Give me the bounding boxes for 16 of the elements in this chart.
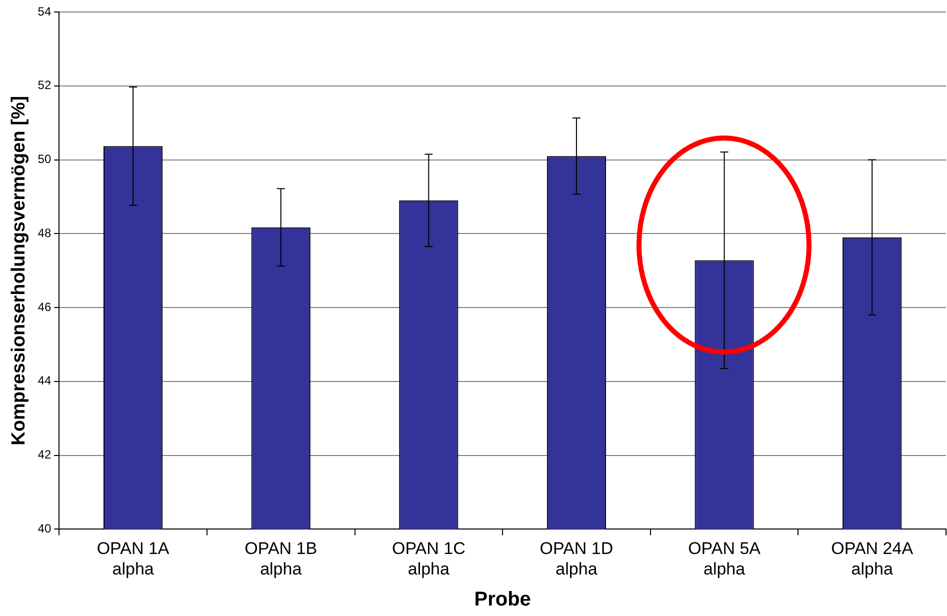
y-tick-label: 54: [38, 4, 52, 18]
y-tick-label: 40: [38, 522, 52, 536]
x-tick-label: OPAN 5A alpha: [688, 539, 762, 578]
x-tick-label: OPAN 1B alpha: [244, 539, 318, 578]
y-tick-label: 44: [38, 374, 52, 388]
y-tick-label: 46: [38, 300, 52, 314]
x-axis-title: Probe: [474, 588, 531, 611]
x-tick-label: OPAN 24A alpha: [831, 539, 914, 578]
x-tick-label: OPAN 1A alpha: [96, 539, 170, 578]
x-tick-label: OPAN 1D alpha: [540, 539, 614, 578]
y-tick-label: 50: [38, 152, 52, 166]
y-tick-label: 52: [38, 78, 52, 92]
x-tick-label: OPAN 1C alpha: [392, 539, 466, 578]
y-axis-title: Kompressionserholungsvermögen [%]: [8, 96, 30, 446]
y-tick-label: 48: [38, 226, 52, 240]
y-tick-label: 42: [38, 448, 52, 462]
